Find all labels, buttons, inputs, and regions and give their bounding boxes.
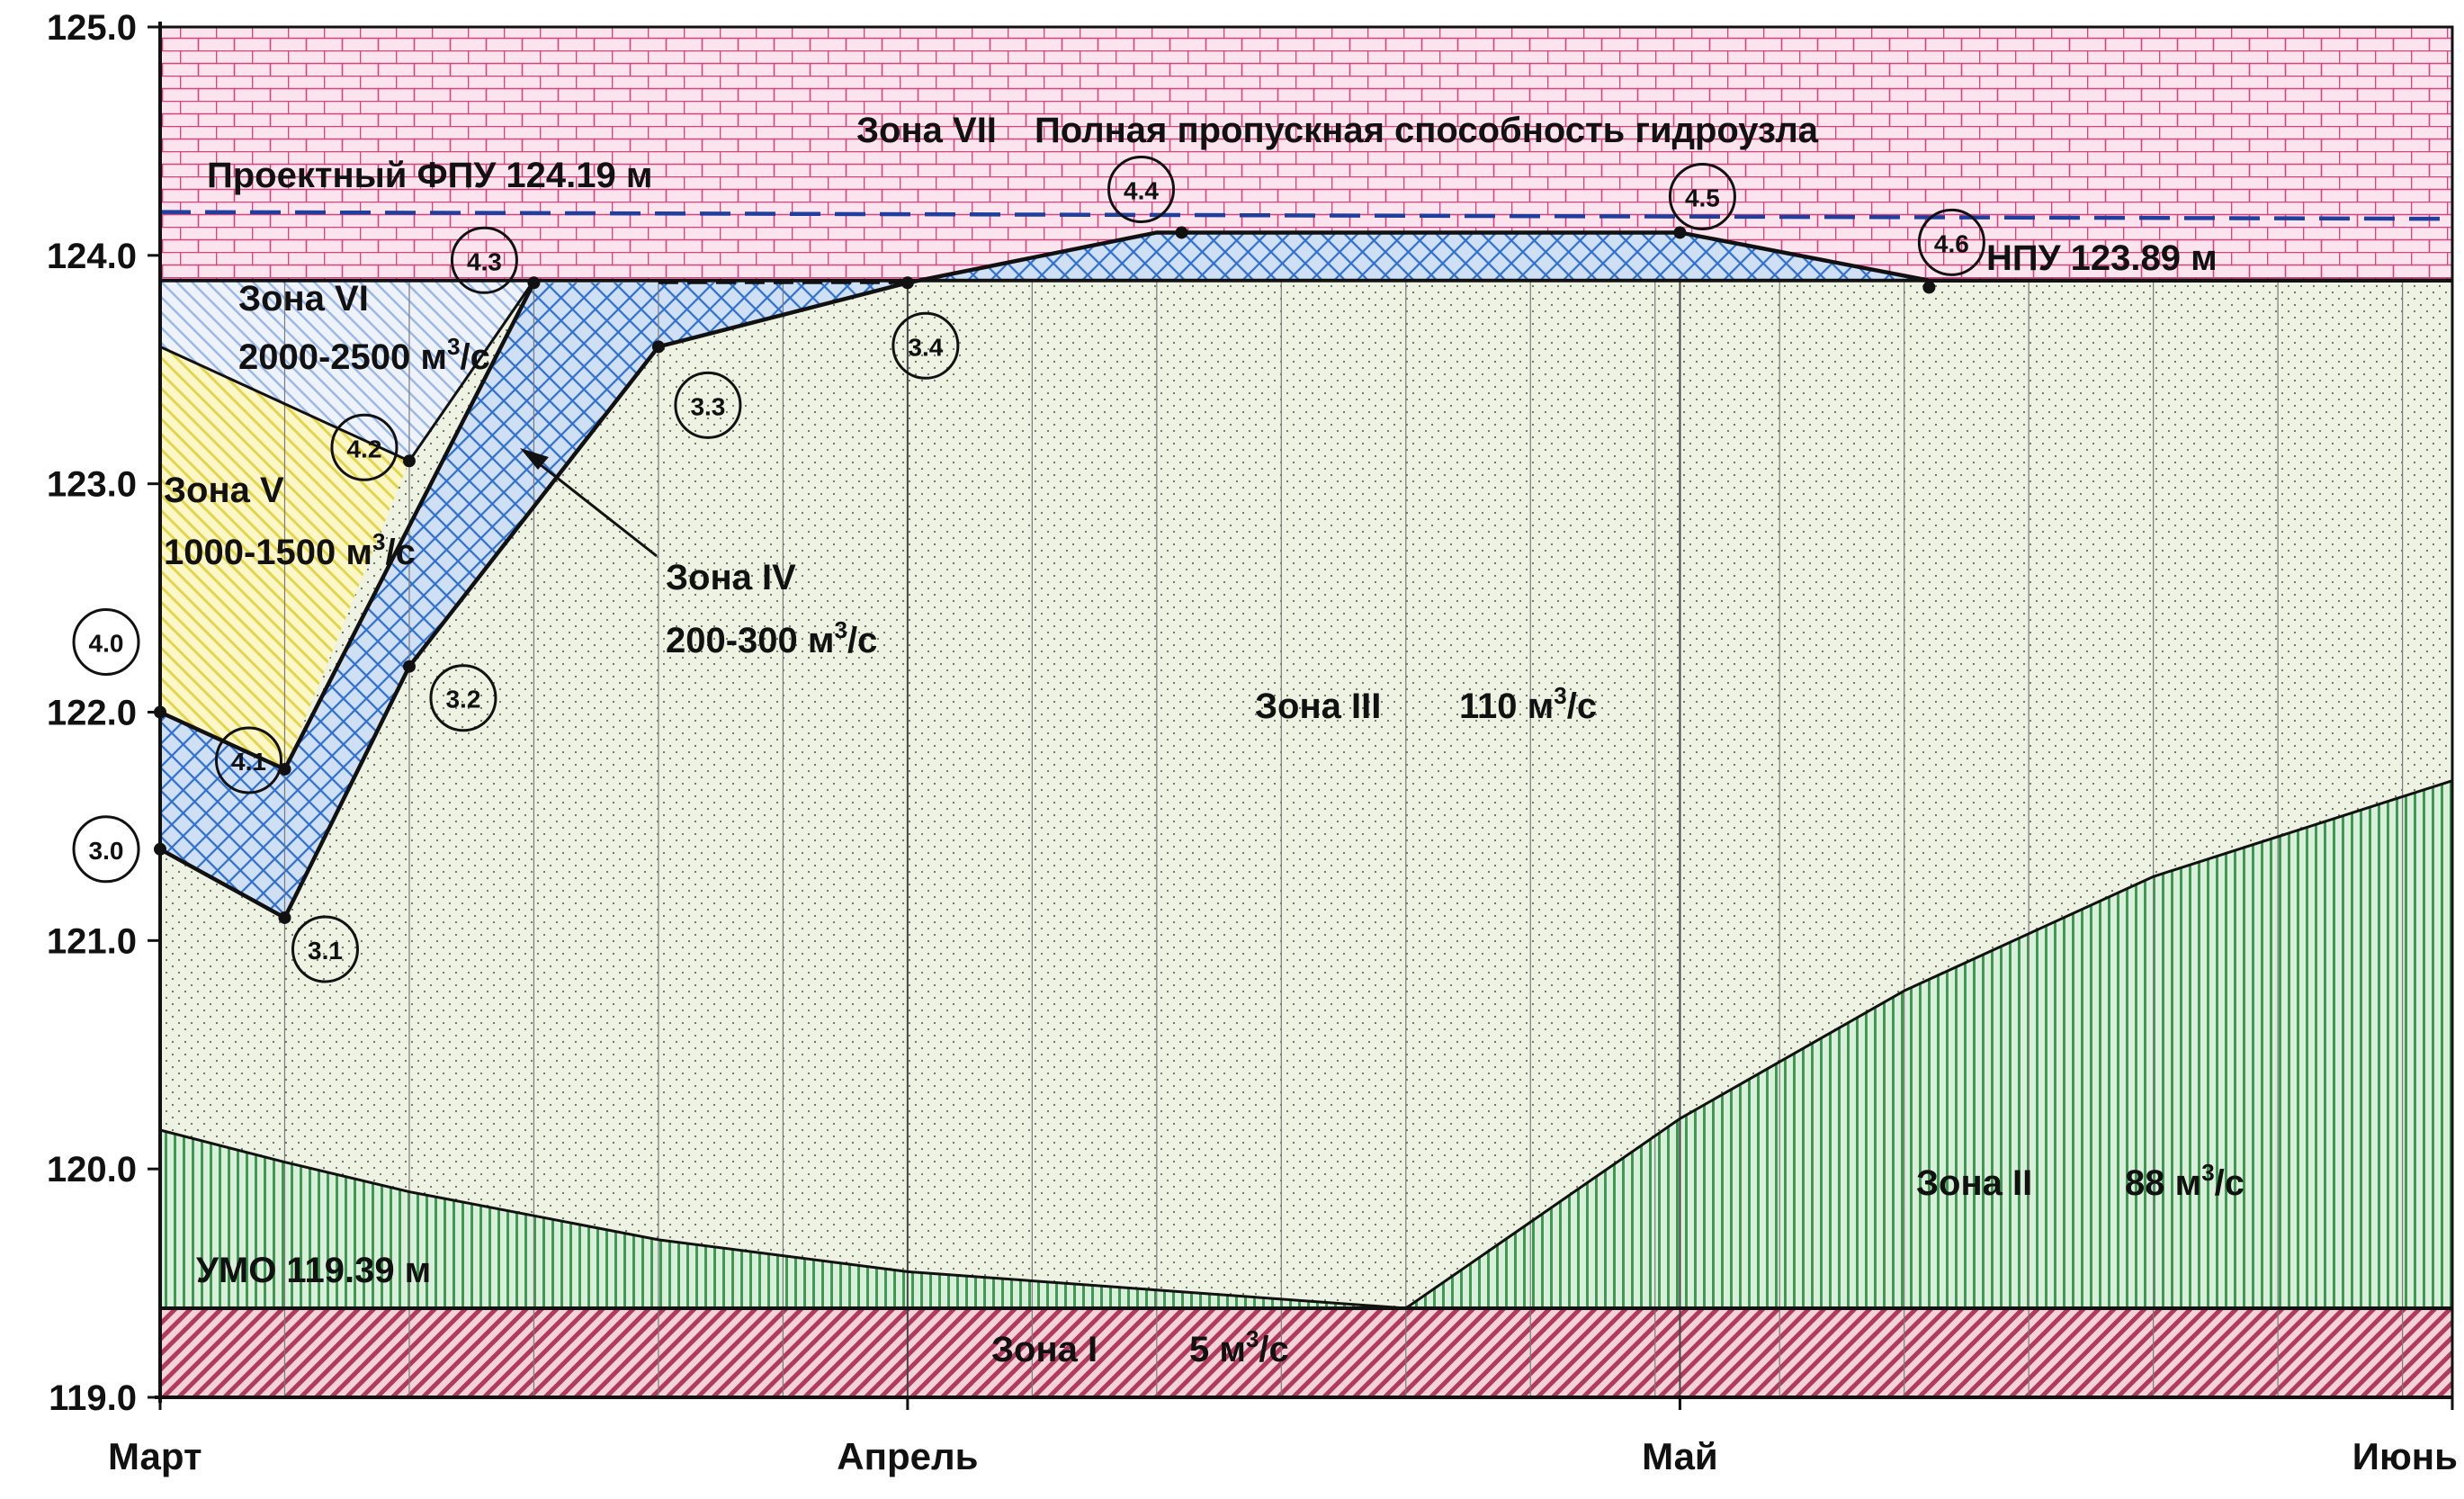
y-tick-label: 122.0 [47, 694, 137, 733]
x-tick-label: Март [108, 1435, 202, 1477]
zone4-value: 200-300 м3/с [666, 616, 877, 660]
point-label-circle [72, 815, 140, 884]
zone2-cube: 3 [2201, 1159, 2214, 1186]
zone7-name: Зона VII [856, 111, 997, 150]
zone5-name: Зона V [164, 471, 284, 510]
x-tick-label: Май [1642, 1435, 1718, 1477]
point-label-circle [1917, 208, 1985, 276]
point-label: 4.1 [231, 748, 266, 776]
point-label: 4.4 [1124, 176, 1159, 204]
control-point [278, 911, 291, 924]
point-label: 4.0 [89, 630, 124, 658]
point-label: 4.3 [467, 247, 502, 275]
zone4-persec: /с [847, 621, 877, 660]
zone6-value-main: 2000-2500 м [238, 337, 447, 377]
fpu-line [159, 210, 2453, 221]
point-label: 3.3 [690, 392, 725, 420]
zone3-cube: 3 [1554, 682, 1566, 709]
point-label-circle [1107, 155, 1176, 223]
zone1-value: 5 м3/с [1189, 1325, 1289, 1369]
zone6-persec: /с [460, 337, 489, 377]
zone2-area [160, 780, 2452, 1309]
control-point [1175, 226, 1188, 239]
zone7-desc: Полная пропускная способность гидроузла [1035, 111, 1819, 150]
zone1-cube: 3 [1246, 1325, 1259, 1352]
zone6-cube: 3 [447, 333, 460, 360]
control-point [651, 340, 665, 354]
zone2-persec: /с [2215, 1163, 2244, 1203]
point-label: 4.2 [346, 435, 381, 462]
control-point [1673, 226, 1687, 239]
control-point [527, 276, 541, 290]
zone5-boundary [159, 346, 410, 462]
control-point [900, 276, 914, 290]
y-tick-label: 123.0 [47, 465, 137, 505]
zone3-value: 110 м3/с [1459, 682, 1597, 726]
point-label-circle [214, 726, 282, 794]
zone3-area [160, 280, 2452, 1309]
zone4-pointer-line [534, 459, 658, 558]
zone6-name: Зона VI [238, 279, 369, 319]
y-tick-label: 124.0 [47, 237, 137, 276]
fpu-label: Проектный ФПУ 124.19 м [207, 156, 652, 195]
point-label-circle [674, 371, 742, 439]
zone1-name: Зона I [991, 1330, 1098, 1369]
point-label-circle [429, 664, 497, 732]
x-tick-label: Апрель [837, 1435, 978, 1477]
zone1-persec: /с [1259, 1330, 1288, 1369]
point-label-circle [330, 413, 399, 481]
point-label: 4.5 [1685, 184, 1720, 211]
umo-label: УМО 119.39 м [196, 1251, 431, 1290]
control-point [402, 660, 416, 673]
zone3-persec: /с [1567, 687, 1597, 726]
point-label: 4.6 [1934, 229, 1969, 257]
point-label-circle [450, 226, 518, 294]
zone6-value: 2000-2500 м3/с [238, 333, 490, 377]
zone2-boundary [159, 779, 2453, 1310]
x-tick-label: Июнь [2352, 1435, 2458, 1477]
zone5-value: 1000-1500 м3/с [164, 528, 416, 572]
point-label-circle [892, 311, 960, 380]
y-tick-label: 119.0 [49, 1378, 137, 1418]
point-label: 3.4 [908, 333, 943, 361]
zone2-value: 88 м3/с [2125, 1159, 2244, 1203]
npu-label: НПУ 123.89 м [1986, 238, 2218, 278]
y-tick-label: 121.0 [47, 921, 137, 961]
y-tick-label: 120.0 [47, 1150, 137, 1189]
control-point [154, 705, 166, 719]
zone5-persec: /с [385, 533, 415, 572]
zone2-value-main: 88 м [2125, 1163, 2201, 1203]
zone5-value-main: 1000-1500 м [164, 533, 372, 572]
zone1-value-main: 5 м [1189, 1330, 1246, 1369]
zone3-value-main: 110 м [1459, 687, 1554, 726]
point-label: 3.1 [308, 937, 343, 965]
point-label-circle [1668, 162, 1736, 230]
zone5-cube: 3 [372, 528, 385, 555]
control-point [402, 454, 416, 468]
zone2-name: Зона II [1916, 1163, 2032, 1203]
zone6-boundary [408, 279, 535, 462]
control-point [154, 842, 166, 856]
zone4-pointer-arrowhead [520, 448, 549, 470]
point-label-circle [291, 915, 359, 983]
y-tick-label: 125.0 [47, 8, 137, 48]
point-label-circle [72, 608, 140, 676]
zone4-value-main: 200-300 м [666, 621, 835, 660]
zone3-name: Зона III [1255, 687, 1381, 726]
zone1-area [160, 1308, 2452, 1397]
zone4-area [160, 232, 1930, 918]
control-point [1922, 281, 1936, 294]
point-label: 3.2 [445, 686, 480, 714]
zone4-name: Зона IV [666, 558, 796, 597]
zone4-cube: 3 [835, 616, 847, 643]
point-label: 3.0 [89, 837, 124, 865]
